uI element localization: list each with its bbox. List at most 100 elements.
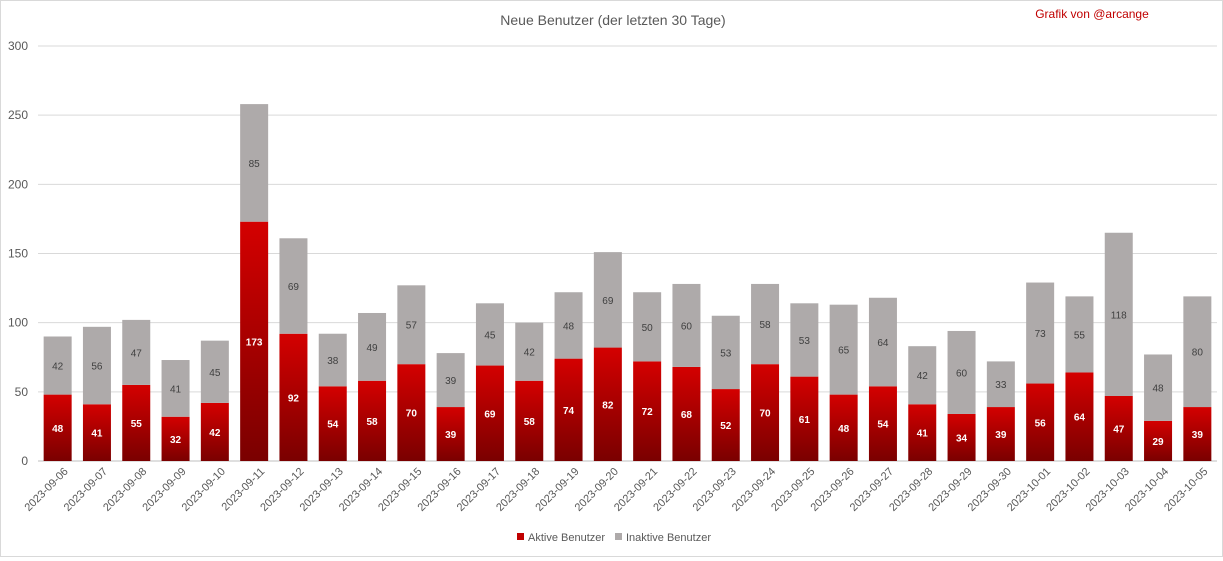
data-label-inactive: 80 [1192,348,1204,359]
bar-active [1144,420,1173,461]
data-label-inactive: 64 [877,338,889,349]
bar-active [908,404,937,461]
y-tick-label: 300 [8,39,28,53]
bar-inactive [200,340,229,403]
data-label-inactive: 50 [642,323,654,334]
bar-active [790,376,819,461]
bar-active [829,394,858,461]
data-label-inactive: 85 [249,159,261,170]
data-label-active: 64 [1074,413,1086,424]
data-label-inactive: 73 [1035,329,1047,340]
y-tick-label: 100 [8,316,28,330]
data-label-active: 54 [877,420,889,431]
legend-swatch-inactive [615,533,622,540]
data-label-active: 41 [91,429,103,440]
bar-inactive [436,353,465,408]
bar-inactive [515,322,544,381]
bar-active [279,333,308,461]
bar-inactive [397,285,426,365]
data-label-active: 39 [445,430,457,441]
y-tick-label: 250 [8,108,28,122]
data-label-active: 56 [1035,418,1047,429]
data-label-inactive: 65 [838,346,850,357]
data-label-inactive: 42 [917,371,929,382]
bar-active [436,407,465,461]
y-tick-label: 200 [8,177,28,191]
bar-active [515,380,544,461]
data-label-active: 92 [288,393,300,404]
bar-inactive [475,303,504,366]
data-label-active: 32 [170,435,182,446]
legend-label-inactive: Inaktive Benutzer [626,532,711,544]
data-label-active: 29 [1152,437,1164,448]
data-label-inactive: 42 [52,362,64,373]
bar-inactive [790,303,819,377]
legend: Aktive Benutzer Inaktive Benutzer [517,532,711,544]
bar-active [711,389,740,461]
bar-inactive [161,360,190,417]
bar-active [1183,407,1212,461]
bar-active [1065,372,1094,461]
bar-inactive [908,346,937,405]
bar-active [947,413,976,461]
data-label-inactive: 53 [720,348,732,359]
bar-inactive [122,319,151,385]
bar-active [1026,383,1055,461]
data-label-active: 42 [209,428,221,439]
data-label-active: 70 [406,409,418,420]
data-label-active: 48 [52,424,64,435]
data-label-active: 54 [327,420,339,431]
bar-active [593,347,622,461]
bar-inactive [82,326,111,405]
data-label-inactive: 56 [91,362,103,373]
bar-inactive [829,304,858,395]
data-label-inactive: 33 [995,380,1007,391]
bar-active [43,394,72,461]
bar-active [161,416,190,461]
legend-swatch-active [517,533,524,540]
y-tick-label: 150 [8,247,28,261]
y-axis-ticks: 0 50 100 150 200 250 300 [8,39,28,468]
data-label-inactive: 60 [681,321,693,332]
bar-active [1104,395,1133,461]
chart-title: Neue Benutzer (der letzten 30 Tage) [500,12,725,28]
y-tick-label: 0 [21,454,28,468]
data-label-inactive: 38 [327,356,339,367]
y-tick-label: 50 [15,385,29,399]
data-label-active: 47 [1113,424,1125,435]
credit-label: Grafik von @arcange [1035,7,1149,21]
data-label-active: 70 [759,409,771,420]
bar-inactive [947,330,976,414]
bar-active [358,380,387,461]
bar-inactive [672,283,701,367]
bar-inactive [1144,354,1173,421]
bar-inactive [358,312,387,381]
data-label-inactive: 69 [602,296,614,307]
data-label-inactive: 69 [288,282,300,293]
bar-active [397,364,426,461]
data-label-inactive: 42 [524,348,536,359]
data-label-active: 34 [956,433,968,444]
data-label-active: 52 [720,421,732,432]
bar-inactive [318,333,347,387]
data-label-active: 74 [563,406,575,417]
data-label-inactive: 48 [563,321,575,332]
bar-inactive [240,104,269,222]
data-label-active: 41 [917,429,929,440]
data-label-inactive: 58 [759,320,771,331]
data-label-inactive: 60 [956,368,968,379]
bar-inactive [711,315,740,390]
data-label-active: 173 [246,337,263,348]
data-label-inactive: 48 [1152,384,1164,395]
bar-inactive [868,297,897,387]
bar-active [672,366,701,461]
data-label-active: 58 [524,417,536,428]
data-label-inactive: 53 [799,336,811,347]
data-label-inactive: 57 [406,321,418,332]
bar-active [82,404,111,461]
data-label-inactive: 45 [484,330,496,341]
bar-inactive [1104,232,1133,396]
bar-active [633,361,662,461]
bar-active [475,365,504,461]
